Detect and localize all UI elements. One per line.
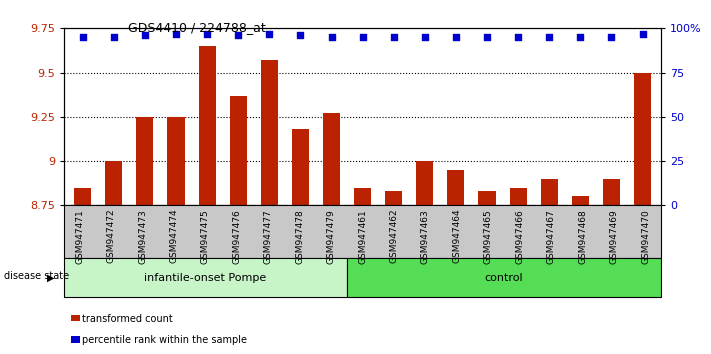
Bar bbox=[603, 179, 620, 205]
Bar bbox=[230, 96, 247, 205]
Bar bbox=[105, 161, 122, 205]
Bar bbox=[634, 73, 651, 205]
Text: percentile rank within the sample: percentile rank within the sample bbox=[82, 335, 247, 345]
Text: control: control bbox=[485, 273, 523, 283]
Text: GSM947470: GSM947470 bbox=[641, 209, 650, 264]
Point bbox=[481, 34, 493, 40]
Text: GSM947462: GSM947462 bbox=[390, 209, 399, 263]
Text: GSM947463: GSM947463 bbox=[421, 209, 430, 264]
Point bbox=[637, 31, 648, 36]
Point bbox=[294, 33, 306, 38]
Point bbox=[513, 34, 524, 40]
Point bbox=[170, 31, 181, 36]
Bar bbox=[510, 188, 527, 205]
Text: GSM947465: GSM947465 bbox=[484, 209, 493, 264]
Point bbox=[201, 31, 213, 36]
Text: GSM947476: GSM947476 bbox=[232, 209, 241, 264]
Bar bbox=[572, 196, 589, 205]
Bar bbox=[540, 179, 558, 205]
Point bbox=[419, 34, 430, 40]
Text: transformed count: transformed count bbox=[82, 314, 173, 324]
Bar bbox=[167, 117, 185, 205]
Bar bbox=[479, 191, 496, 205]
Text: GSM947461: GSM947461 bbox=[358, 209, 367, 264]
Text: infantile-onset Pompe: infantile-onset Pompe bbox=[144, 273, 267, 283]
Text: GDS4410 / 224788_at: GDS4410 / 224788_at bbox=[128, 21, 266, 34]
Text: GSM947472: GSM947472 bbox=[107, 209, 116, 263]
Text: GSM947478: GSM947478 bbox=[295, 209, 304, 264]
Text: GSM947466: GSM947466 bbox=[515, 209, 524, 264]
Text: GSM947469: GSM947469 bbox=[609, 209, 619, 264]
Text: GSM947467: GSM947467 bbox=[547, 209, 556, 264]
Text: GSM947464: GSM947464 bbox=[452, 209, 461, 263]
Text: ▶: ▶ bbox=[48, 273, 55, 283]
Point bbox=[574, 34, 586, 40]
Point bbox=[232, 33, 244, 38]
Text: disease state: disease state bbox=[4, 271, 69, 281]
Text: GSM947471: GSM947471 bbox=[75, 209, 84, 264]
Text: GSM947477: GSM947477 bbox=[264, 209, 273, 264]
Point bbox=[606, 34, 617, 40]
Bar bbox=[198, 46, 215, 205]
Text: GSM947468: GSM947468 bbox=[578, 209, 587, 264]
Text: GSM947479: GSM947479 bbox=[326, 209, 336, 264]
Bar bbox=[292, 129, 309, 205]
Point bbox=[326, 34, 337, 40]
Point bbox=[108, 34, 119, 40]
Text: GSM947474: GSM947474 bbox=[169, 209, 178, 263]
Text: GSM947475: GSM947475 bbox=[201, 209, 210, 264]
Bar bbox=[385, 191, 402, 205]
Point bbox=[388, 34, 400, 40]
Point bbox=[77, 34, 88, 40]
Point bbox=[264, 31, 275, 36]
Point bbox=[543, 34, 555, 40]
Point bbox=[357, 34, 368, 40]
Point bbox=[139, 33, 151, 38]
Bar bbox=[354, 188, 371, 205]
Bar bbox=[416, 161, 434, 205]
Point bbox=[450, 34, 461, 40]
Bar bbox=[261, 60, 278, 205]
Bar bbox=[137, 117, 154, 205]
Bar bbox=[323, 113, 340, 205]
Text: GSM947473: GSM947473 bbox=[138, 209, 147, 264]
Bar bbox=[74, 188, 91, 205]
Bar bbox=[447, 170, 464, 205]
